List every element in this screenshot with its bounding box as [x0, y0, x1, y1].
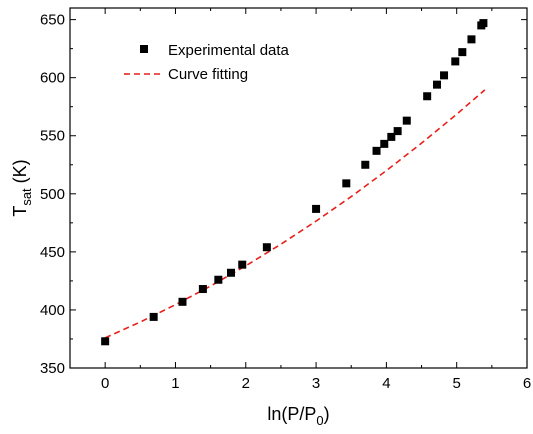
x-tick-label: 6	[523, 375, 531, 392]
y-tick-label: 550	[40, 128, 65, 145]
data-point	[458, 48, 467, 57]
data-point	[312, 204, 321, 213]
data-point	[479, 19, 488, 28]
plot-frame	[69, 7, 528, 369]
data-point	[342, 179, 351, 188]
x-tick-label: 4	[382, 375, 390, 392]
legend-label-fit: Curve fitting	[168, 66, 248, 83]
x-tick-label: 0	[101, 375, 109, 392]
y-axis-title-tail: (K)	[10, 159, 30, 188]
y-tick-label: 400	[40, 302, 65, 319]
data-point	[227, 268, 236, 277]
data-point	[423, 92, 432, 101]
data-point	[433, 80, 442, 89]
y-tick-label: 650	[40, 12, 65, 29]
x-tick-label: 3	[312, 375, 320, 392]
data-point	[214, 275, 223, 284]
legend-marker-experimental	[140, 45, 148, 53]
x-axis-title: ln(P/P0)	[267, 404, 329, 428]
y-tick-label: 600	[40, 70, 65, 87]
data-point	[262, 243, 271, 252]
y-axis-title-main: T	[10, 206, 30, 217]
data-point	[149, 312, 158, 321]
data-point	[380, 139, 389, 148]
data-point	[451, 57, 460, 66]
data-point	[393, 127, 402, 136]
data-point	[238, 260, 247, 269]
data-point	[387, 132, 396, 141]
axes-layer: 0 1 2 3 4 5 6350400450500550600650ln(P/P0)Tsat…	[10, 7, 531, 428]
x-tick-label: 1	[171, 375, 179, 392]
y-tick-label: 500	[40, 186, 65, 203]
data-point	[178, 297, 187, 306]
y-axis-title-sub: sat	[19, 188, 34, 206]
x-axis-title-sub: 0	[316, 413, 323, 428]
data-point	[440, 71, 449, 80]
y-axis-title: Tsat (K)	[10, 159, 34, 216]
y-tick-label: 350	[40, 360, 65, 377]
data-point	[101, 337, 110, 346]
x-axis-title-tail: )	[324, 404, 330, 424]
x-axis-title-main: ln(P/P	[267, 404, 316, 424]
x-tick-label: 2	[242, 375, 250, 392]
data-point	[467, 35, 476, 44]
data-point	[402, 116, 411, 125]
data-point	[372, 146, 381, 155]
fit-curve	[104, 89, 486, 339]
plot-layer	[101, 19, 488, 346]
legend: Experimental data Curve fitting	[124, 42, 290, 83]
data-point	[198, 285, 207, 294]
data-point	[361, 160, 370, 169]
legend-label-experimental: Experimental data	[168, 42, 290, 59]
x-tick-label: 5	[453, 375, 461, 392]
y-tick-label: 450	[40, 244, 65, 261]
